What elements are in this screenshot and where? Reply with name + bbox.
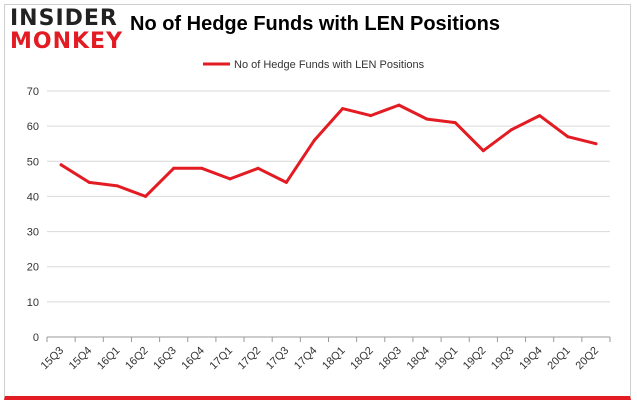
- x-tick-label-17Q1: 17Q1: [208, 345, 236, 373]
- x-tick-label-17Q2: 17Q2: [236, 345, 264, 373]
- y-tick-label-20: 20: [27, 262, 39, 274]
- series-line-0: [59, 103, 598, 198]
- data-point-19Q2: [481, 149, 485, 153]
- x-axis: 15Q3 15Q4 16Q1 16Q2 16Q3 16Q4 17Q1 17Q2 17Q3 17Q4…: [39, 337, 611, 373]
- legend-label: No of Hedge Funds with LEN Positions: [234, 59, 425, 71]
- grid-lines: [47, 90, 610, 338]
- y-tick-label-10: 10: [27, 297, 39, 309]
- data-point-18Q4: [425, 117, 429, 121]
- data-point-19Q1: [453, 121, 457, 125]
- logo-line-monkey: MONKEY: [10, 29, 124, 54]
- y-tick-label-40: 40: [27, 191, 39, 203]
- data-point-15Q3: [59, 163, 63, 167]
- data-point-16Q1: [115, 184, 119, 188]
- x-tick-label-16Q1: 16Q1: [95, 345, 123, 373]
- data-point-17Q2: [256, 166, 260, 170]
- data-point-19Q4: [538, 114, 542, 118]
- x-tick-label-17Q4: 17Q4: [292, 345, 320, 373]
- x-tick-label-16Q2: 16Q2: [123, 345, 151, 373]
- x-tick-label-19Q3: 19Q3: [489, 345, 517, 373]
- data-point-18Q1: [341, 107, 345, 111]
- y-tick-label-30: 30: [27, 227, 39, 239]
- data-point-18Q3: [397, 103, 401, 107]
- data-point-20Q2: [594, 142, 598, 146]
- x-tick-label-20Q1: 20Q1: [545, 345, 573, 373]
- logo-line-insider: INSIDER: [10, 6, 118, 31]
- data-point-17Q1: [228, 177, 232, 181]
- x-tick-label-20Q2: 20Q2: [574, 345, 602, 373]
- data-point-15Q4: [87, 180, 91, 184]
- x-tick-label-17Q3: 17Q3: [264, 345, 292, 373]
- x-tick-label-18Q1: 18Q1: [320, 345, 348, 373]
- data-point-16Q4: [200, 166, 204, 170]
- data-point-17Q4: [312, 138, 316, 142]
- x-tick-label-16Q3: 16Q3: [151, 345, 179, 373]
- data-point-19Q3: [510, 128, 513, 132]
- legend: No of Hedge Funds with LEN Positions: [203, 59, 425, 71]
- y-tick-label-70: 70: [27, 86, 39, 98]
- x-tick-label-18Q4: 18Q4: [405, 345, 433, 373]
- data-point-20Q1: [566, 135, 570, 139]
- data-point-18Q2: [369, 114, 373, 118]
- data-point-16Q2: [144, 194, 147, 198]
- data-point-16Q3: [172, 166, 176, 170]
- x-tick-label-19Q4: 19Q4: [517, 345, 545, 373]
- x-tick-label-19Q1: 19Q1: [433, 345, 461, 373]
- data-point-17Q3: [284, 180, 288, 184]
- x-tick-label-19Q2: 19Q2: [461, 345, 489, 373]
- chart-title: No of Hedge Funds with LEN Positions: [130, 13, 500, 35]
- y-axis: 0 10 20 30 40 50 60 70: [27, 86, 39, 344]
- x-tick-label-16Q4: 16Q4: [179, 345, 207, 373]
- y-tick-label-50: 50: [27, 156, 39, 168]
- y-tick-label-0: 0: [33, 332, 39, 344]
- x-tick-label-15Q3: 15Q3: [39, 345, 67, 373]
- insider-monkey-logo: INSIDER MONKEY: [10, 8, 122, 54]
- x-tick-label-18Q2: 18Q2: [348, 345, 376, 373]
- y-tick-label-60: 60: [27, 121, 39, 133]
- x-tick-label-15Q4: 15Q4: [67, 345, 95, 373]
- x-tick-label-18Q3: 18Q3: [376, 345, 404, 373]
- chart-frame: [4, 4, 631, 400]
- series-layer: [59, 103, 598, 198]
